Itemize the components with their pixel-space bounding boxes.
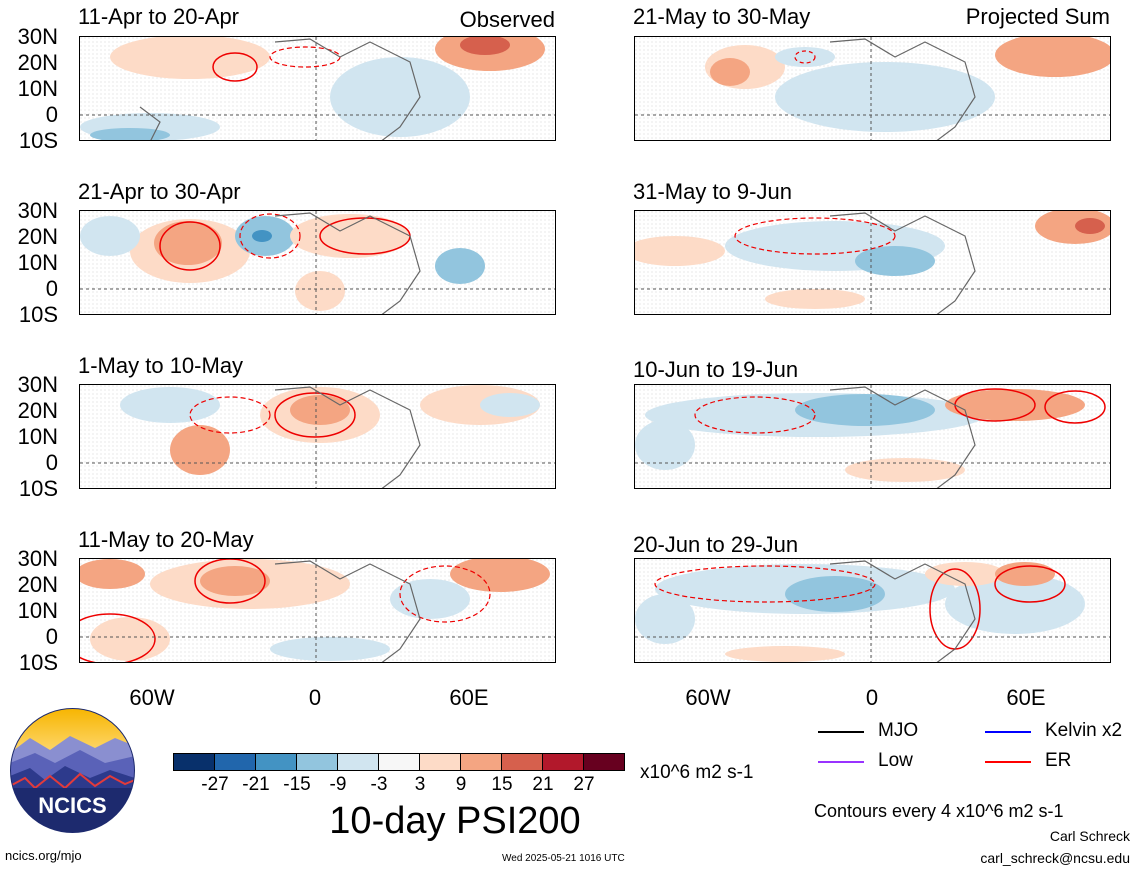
lon-label: 60W xyxy=(129,685,175,710)
map-panel-observed-1 xyxy=(79,36,556,141)
colorbar-tick: -3 xyxy=(370,774,388,795)
map-panel-observed-2 xyxy=(79,210,556,315)
map-panel-projected-2 xyxy=(634,210,1111,315)
colorbar-swatch xyxy=(542,754,583,770)
map-panel-projected-1 xyxy=(634,36,1111,141)
colorbar-tick: 15 xyxy=(491,774,513,795)
lat-label: 10S xyxy=(18,476,58,501)
contour-note: Contours every 4 x10^6 m2 s-1 xyxy=(814,801,1064,821)
footer-url: ncics.org/mjo xyxy=(5,848,82,863)
colorbar-tick: 9 xyxy=(455,774,467,795)
lon-label: 0 xyxy=(865,685,879,710)
legend-label-low: Low xyxy=(878,750,913,771)
logo-text: NCICS xyxy=(38,793,106,818)
lat-label: 30N xyxy=(17,372,58,397)
lat-label: 10S xyxy=(18,128,58,153)
lat-label: 0 xyxy=(45,276,58,301)
lat-label: 20N xyxy=(17,572,58,597)
panel-title-left-3: 1-May to 10-May xyxy=(78,353,244,378)
lat-label: 10S xyxy=(18,302,58,327)
map-panel-observed-3 xyxy=(79,384,556,489)
legend-line-kelvin xyxy=(985,731,1031,733)
lon-label: 0 xyxy=(308,685,322,710)
panel-title-left-2: 21-Apr to 30-Apr xyxy=(78,179,241,204)
colorbar xyxy=(173,753,625,771)
colorbar-units: x10^6 m2 s-1 xyxy=(640,762,754,783)
lat-label: 20N xyxy=(17,398,58,423)
colorbar-tick: -21 xyxy=(242,774,270,795)
footer-email: carl_schreck@ncsu.edu xyxy=(980,850,1130,866)
lat-label: 20N xyxy=(17,224,58,249)
lat-label: 10N xyxy=(17,424,58,449)
colorbar-tick: 27 xyxy=(573,774,595,795)
panel-title-right-3: 10-Jun to 19-Jun xyxy=(633,357,799,382)
ncics-logo: NCICS xyxy=(10,708,135,833)
panel-title-right-4: 20-Jun to 29-Jun xyxy=(633,532,799,557)
lat-label: 0 xyxy=(45,624,58,649)
lat-label: 10N xyxy=(17,250,58,275)
legend-label-mjo: MJO xyxy=(878,720,919,741)
footer-timestamp: Wed 2025-05-21 1016 UTC xyxy=(502,853,625,864)
main-title: 10-day PSI200 xyxy=(329,800,581,842)
lat-label: 0 xyxy=(45,102,58,127)
map-panel-projected-3 xyxy=(634,384,1111,489)
lon-label: 60E xyxy=(449,685,489,710)
panel-title-left-4: 11-May to 20-May xyxy=(78,527,254,552)
legend-line-low xyxy=(818,761,864,763)
footer-author: Carl Schreck xyxy=(1049,828,1130,844)
colorbar-tick: -15 xyxy=(283,774,311,795)
projected-sum-label: Projected Sum xyxy=(965,4,1110,29)
lat-label: 10N xyxy=(17,598,58,623)
legend-line-mjo xyxy=(818,731,864,733)
panel-title-left-1: 11-Apr to 20-Apr xyxy=(78,4,240,29)
colorbar-swatch xyxy=(296,754,337,770)
panel-title-right-2: 31-May to 9-Jun xyxy=(633,179,792,204)
colorbar-swatch xyxy=(337,754,378,770)
observed-label: Observed xyxy=(459,7,555,32)
legend-label-kelvin: Kelvin x2 xyxy=(1045,720,1123,741)
colorbar-swatch xyxy=(214,754,255,770)
legend-line-er xyxy=(985,761,1031,763)
lat-label: 30N xyxy=(17,198,58,223)
colorbar-swatch xyxy=(460,754,501,770)
colorbar-tick: -9 xyxy=(329,774,347,795)
panel-title-right-1: 21-May to 30-May xyxy=(633,4,811,29)
map-panel-projected-4 xyxy=(634,558,1111,663)
lat-label: 20N xyxy=(17,50,58,75)
lat-label: 10N xyxy=(17,76,58,101)
lon-label: 60E xyxy=(1006,685,1046,710)
colorbar-tick: -27 xyxy=(201,774,229,795)
colorbar-swatch xyxy=(255,754,296,770)
map-panel-observed-4 xyxy=(79,558,556,663)
lat-label: 30N xyxy=(17,546,58,571)
lat-label: 30N xyxy=(17,24,58,49)
legend-label-er: ER xyxy=(1045,750,1072,771)
colorbar-swatch xyxy=(378,754,419,770)
lat-label: 10S xyxy=(18,650,58,675)
colorbar-swatch xyxy=(583,754,624,770)
colorbar-tick: 3 xyxy=(414,774,426,795)
lon-label: 60W xyxy=(685,685,731,710)
colorbar-tick: 21 xyxy=(532,774,554,795)
colorbar-swatch xyxy=(501,754,542,770)
colorbar-swatch xyxy=(419,754,460,770)
colorbar-swatch xyxy=(174,754,214,770)
lat-label: 0 xyxy=(45,450,58,475)
